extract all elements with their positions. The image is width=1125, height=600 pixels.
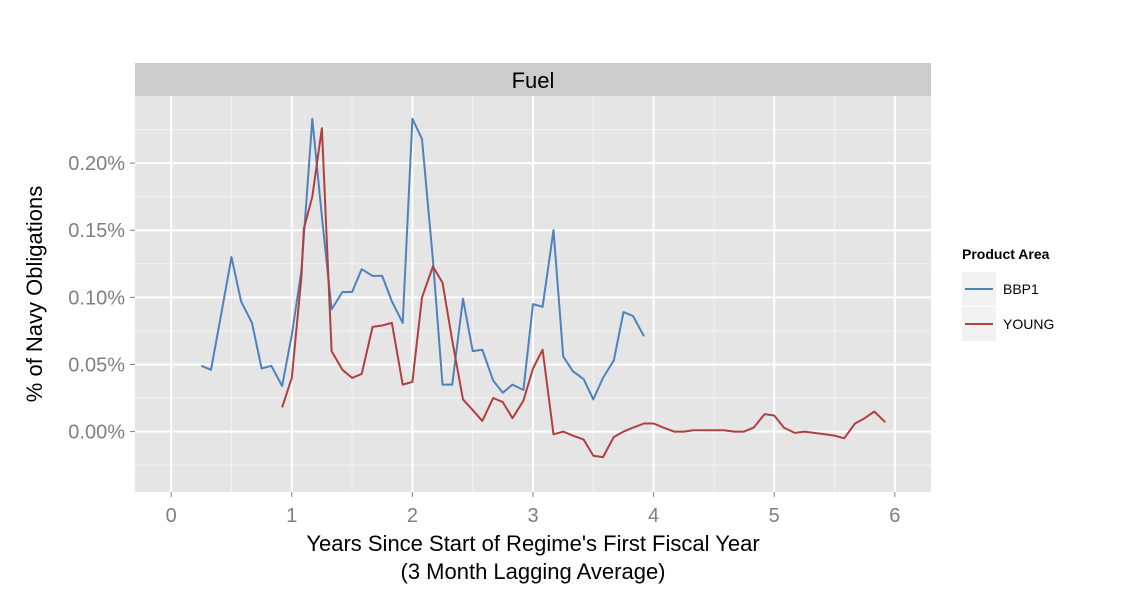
y-tick-label: 0.05% [68, 354, 125, 376]
series-lines [200, 117, 886, 459]
x-tick-label: 5 [769, 505, 780, 527]
series-line-young [281, 127, 886, 459]
facet-title: Fuel [512, 68, 555, 93]
legend: Product Area BBP1 YOUNG [962, 246, 1054, 341]
series-line-bbp1 [200, 117, 645, 401]
y-axis-ticks: 0.00% 0.05% 0.10% 0.15% 0.20% [68, 153, 135, 444]
y-axis-title: % of Navy Obligations [22, 186, 47, 402]
legend-title: Product Area [962, 246, 1050, 262]
x-tick-label: 4 [648, 505, 659, 527]
x-tick-label: 2 [407, 505, 418, 527]
x-axis-subtitle: (3 Month Lagging Average) [401, 559, 666, 584]
major-gridlines [135, 96, 931, 492]
facet-strip [135, 63, 931, 96]
x-tick-label: 0 [166, 505, 177, 527]
x-axis-ticks: 0 1 2 3 4 5 6 [166, 492, 900, 527]
x-tick-label: 1 [286, 505, 297, 527]
y-tick-label: 0.00% [68, 422, 125, 444]
y-tick-label: 0.10% [68, 287, 125, 309]
x-tick-label: 3 [527, 505, 538, 527]
x-axis-title: Years Since Start of Regime's First Fisc… [306, 531, 759, 556]
y-tick-label: 0.15% [68, 220, 125, 242]
y-tick-label: 0.20% [68, 153, 125, 175]
x-tick-label: 6 [889, 505, 900, 527]
legend-label-bbp1: BBP1 [1003, 281, 1039, 297]
legend-label-young: YOUNG [1003, 316, 1054, 332]
